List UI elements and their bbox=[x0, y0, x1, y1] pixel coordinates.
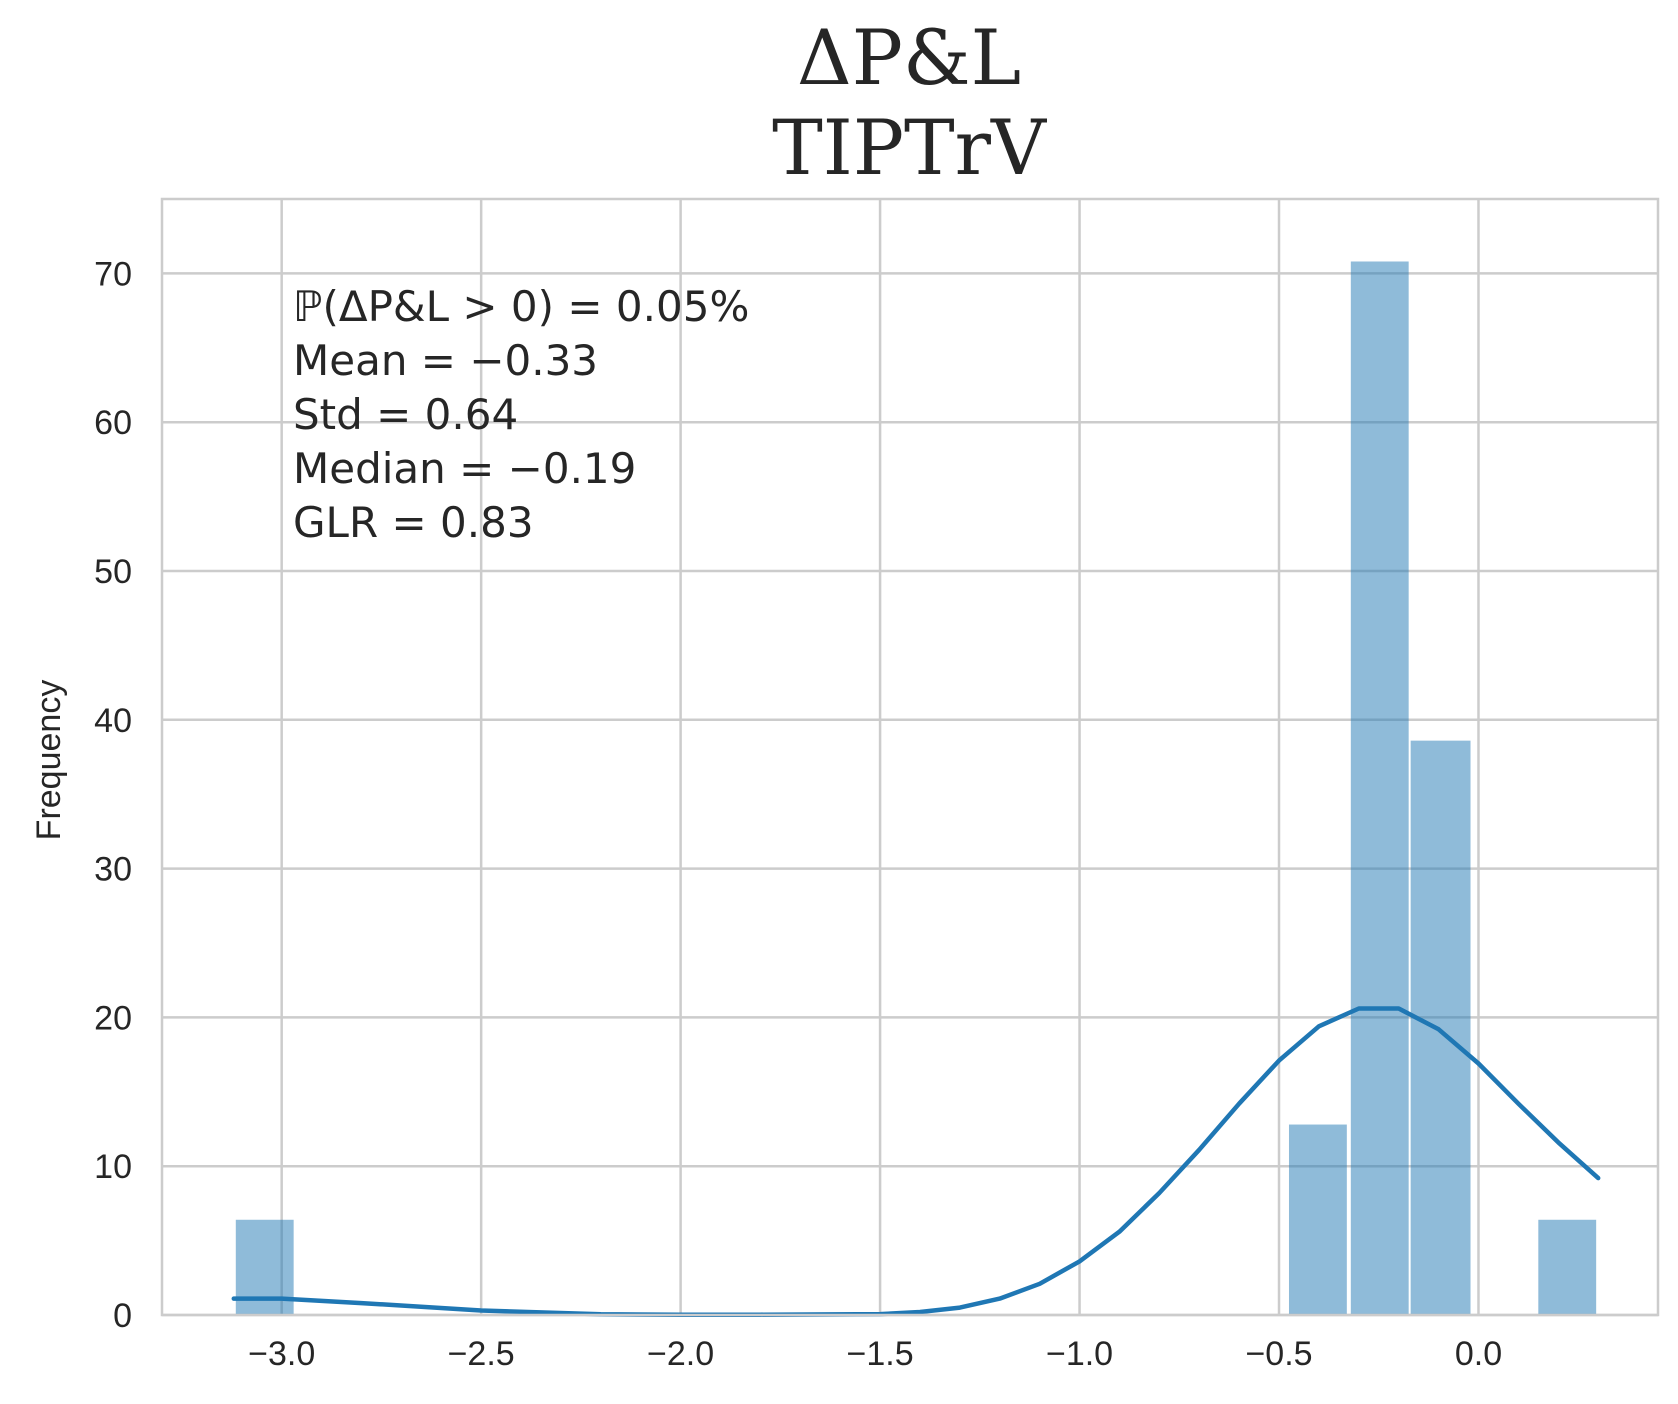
histogram-bar bbox=[1350, 261, 1409, 1316]
y-tick-label: 70 bbox=[94, 255, 132, 293]
x-tick-label: −2.5 bbox=[448, 1335, 515, 1373]
y-tick-label: 20 bbox=[94, 999, 132, 1037]
annotation-line: Median = −0.19 bbox=[293, 444, 636, 493]
chart-subtitle: TIPTrV bbox=[772, 103, 1047, 192]
y-tick-label: 10 bbox=[94, 1148, 132, 1186]
y-tick-label: 40 bbox=[94, 702, 132, 740]
y-tick-label: 60 bbox=[94, 404, 132, 442]
annotation-line: ℙ(ΔP&L > 0) = 0.05% bbox=[293, 282, 749, 331]
chart-title: ΔP&L bbox=[797, 13, 1021, 102]
y-tick-label: 50 bbox=[94, 553, 132, 591]
histogram-bars bbox=[235, 261, 1597, 1316]
x-axis-ticks: −3.0 −2.5 −2.0 −1.5 −1.0 −0.5 0.0 bbox=[248, 1335, 1502, 1373]
x-tick-label: −1.5 bbox=[847, 1335, 914, 1373]
y-axis-ticks: 0 10 20 30 40 50 60 70 bbox=[94, 255, 132, 1335]
statistics-annotation: ℙ(ΔP&L > 0) = 0.05% Mean = −0.33 Std = 0.6… bbox=[293, 282, 749, 547]
annotation-line: GLR = 0.83 bbox=[293, 498, 534, 547]
plot-frame bbox=[160, 197, 1660, 1317]
annotation-line: Mean = −0.33 bbox=[293, 336, 598, 385]
annotation-line: Std = 0.64 bbox=[293, 390, 518, 439]
x-tick-label: 0.0 bbox=[1455, 1335, 1502, 1373]
x-tick-label: −3.0 bbox=[248, 1335, 315, 1373]
histogram-bar bbox=[1538, 1219, 1597, 1315]
x-tick-label: −1.0 bbox=[1046, 1335, 1113, 1373]
histogram-bar bbox=[1410, 740, 1471, 1315]
x-tick-label: −2.0 bbox=[647, 1335, 714, 1373]
y-tick-label: 0 bbox=[113, 1297, 132, 1335]
y-tick-label: 30 bbox=[94, 851, 132, 889]
histogram-bar bbox=[1288, 1124, 1347, 1315]
y-axis-label: Frequency bbox=[30, 680, 68, 841]
x-tick-label: −0.5 bbox=[1245, 1335, 1312, 1373]
